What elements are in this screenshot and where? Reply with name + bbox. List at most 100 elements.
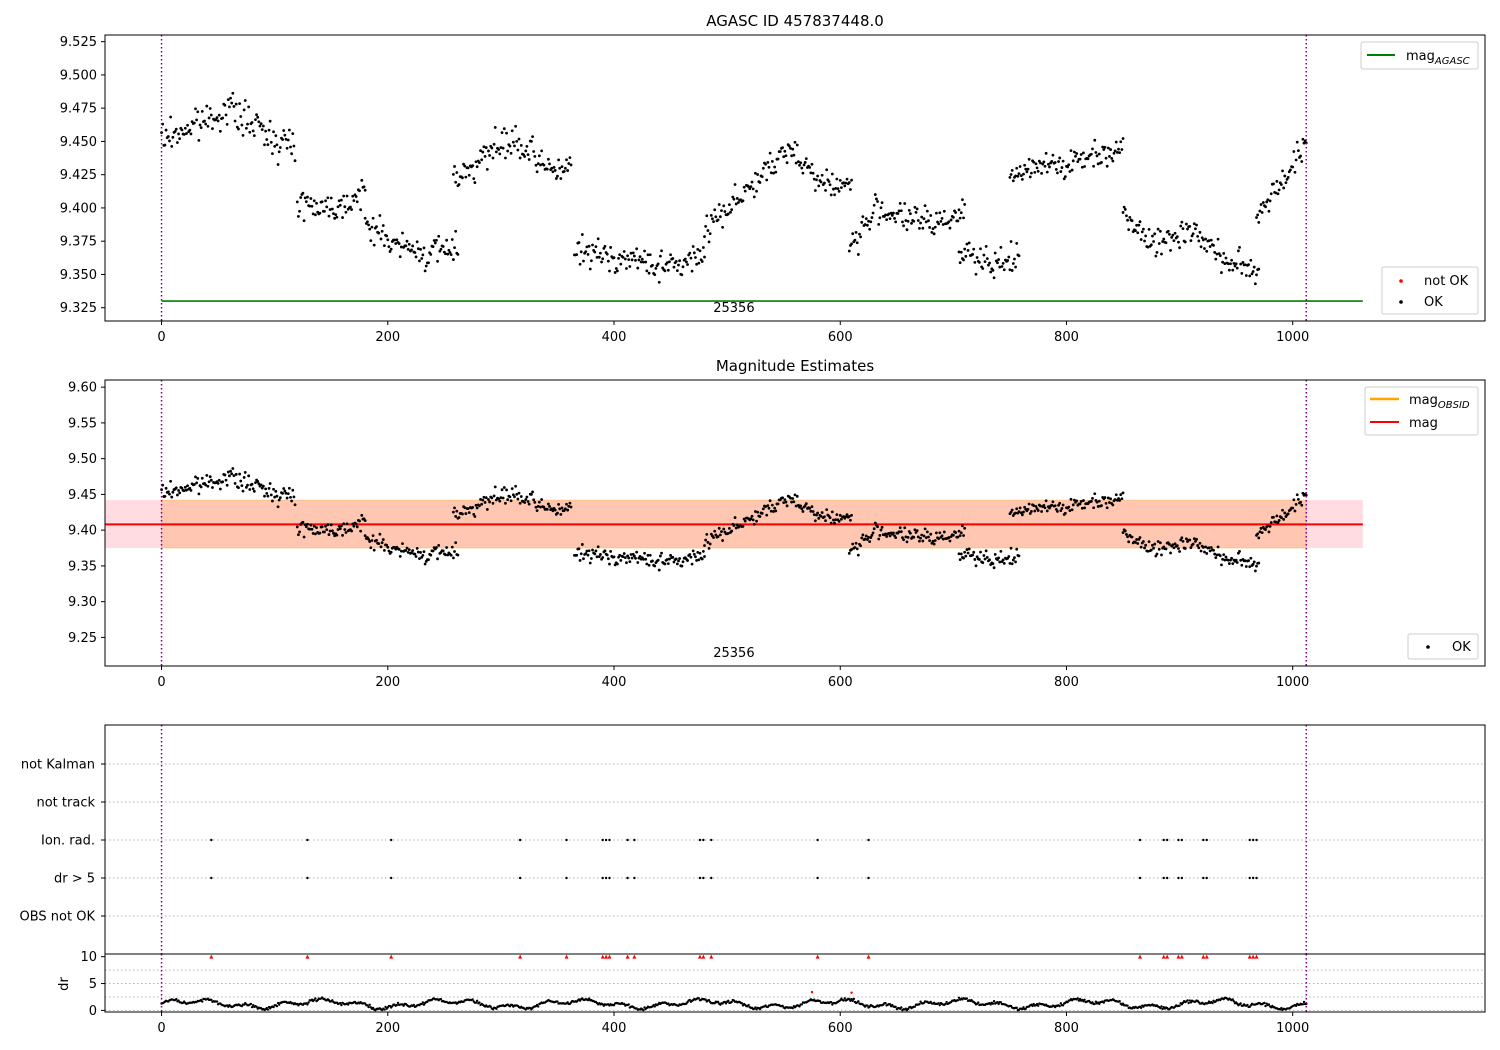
data-point xyxy=(675,562,679,566)
data-point xyxy=(1212,548,1215,552)
data-point xyxy=(817,516,821,520)
data-point xyxy=(497,148,501,151)
y-tick-label: 0 xyxy=(89,1004,97,1019)
data-point xyxy=(1067,163,1071,167)
data-point xyxy=(1122,205,1126,209)
data-point xyxy=(1255,273,1258,277)
data-point xyxy=(800,507,804,511)
data-point xyxy=(1092,506,1096,510)
dr-clipped-marker xyxy=(709,954,714,959)
data-point xyxy=(367,223,370,227)
data-point xyxy=(996,261,999,265)
data-point xyxy=(591,548,594,552)
data-point xyxy=(1139,545,1143,549)
data-point xyxy=(714,533,718,537)
data-point xyxy=(1231,268,1235,272)
data-point xyxy=(924,220,928,224)
data-point xyxy=(979,247,982,251)
data-point xyxy=(1295,493,1299,497)
data-point xyxy=(1072,498,1076,502)
data-point xyxy=(195,118,199,122)
data-point xyxy=(312,199,316,203)
dr-point xyxy=(747,1003,750,1007)
data-point xyxy=(1224,555,1228,559)
data-point xyxy=(345,522,349,526)
data-point xyxy=(1157,242,1161,245)
data-point xyxy=(257,482,261,486)
data-point xyxy=(636,561,640,564)
dr-point xyxy=(997,1002,1000,1006)
data-point xyxy=(1112,151,1116,155)
data-point xyxy=(766,160,770,164)
data-point xyxy=(716,535,720,538)
data-point xyxy=(1192,222,1196,226)
data-point xyxy=(363,519,367,523)
data-point xyxy=(1118,151,1122,155)
data-point xyxy=(1250,272,1254,276)
data-point xyxy=(178,137,182,141)
data-point xyxy=(942,209,946,213)
data-point xyxy=(957,208,961,212)
x-tick-label: 400 xyxy=(602,1021,627,1036)
data-point xyxy=(705,214,709,218)
data-point xyxy=(1172,239,1176,243)
data-point xyxy=(1011,558,1015,562)
data-point xyxy=(644,260,648,264)
data-point xyxy=(645,562,649,566)
data-point xyxy=(342,522,346,526)
data-point xyxy=(1104,156,1108,160)
data-point xyxy=(1082,151,1085,155)
data-point xyxy=(1147,540,1151,544)
dr-point xyxy=(888,1003,892,1006)
data-point xyxy=(709,213,713,217)
data-point xyxy=(718,533,722,537)
dr-point xyxy=(307,1001,310,1004)
data-point xyxy=(979,550,982,554)
data-point xyxy=(1094,151,1098,154)
data-point xyxy=(1293,509,1297,513)
data-point xyxy=(371,534,375,538)
data-point xyxy=(238,472,242,476)
data-point xyxy=(171,490,175,494)
data-point xyxy=(1191,542,1195,546)
data-point xyxy=(1075,499,1079,503)
dr-point xyxy=(1139,1006,1143,1010)
data-point xyxy=(1183,547,1187,550)
legend-label-subscript: OBSID xyxy=(1438,400,1470,411)
data-point xyxy=(1109,497,1112,501)
data-point xyxy=(1086,157,1090,161)
data-point xyxy=(1127,228,1131,232)
data-point xyxy=(451,172,455,176)
data-point xyxy=(973,261,977,264)
dr-point xyxy=(491,1008,495,1011)
data-point xyxy=(1013,257,1016,261)
data-point xyxy=(471,164,475,168)
data-point xyxy=(264,129,268,133)
data-point xyxy=(838,178,842,182)
data-point xyxy=(619,262,623,266)
dr-point xyxy=(474,1001,478,1004)
data-point xyxy=(328,529,332,533)
data-point xyxy=(406,551,410,554)
data-point xyxy=(1007,255,1011,259)
data-point xyxy=(752,522,756,526)
data-point xyxy=(618,253,622,257)
data-point xyxy=(379,545,383,549)
data-point xyxy=(972,550,976,554)
dr-point xyxy=(1188,999,1191,1002)
data-point xyxy=(192,121,196,125)
data-point xyxy=(169,115,173,119)
data-point xyxy=(405,239,409,243)
data-point xyxy=(1160,553,1163,557)
data-point xyxy=(1173,231,1177,235)
x-tick-label: 0 xyxy=(157,1021,165,1036)
data-point xyxy=(501,496,505,500)
data-point xyxy=(711,217,714,221)
y-tick-label: 9.50 xyxy=(68,452,97,467)
data-point xyxy=(617,256,620,260)
data-point xyxy=(189,132,193,136)
data-point xyxy=(1100,504,1103,508)
data-point xyxy=(1032,504,1036,507)
data-point xyxy=(1257,561,1261,565)
data-point xyxy=(504,501,507,505)
